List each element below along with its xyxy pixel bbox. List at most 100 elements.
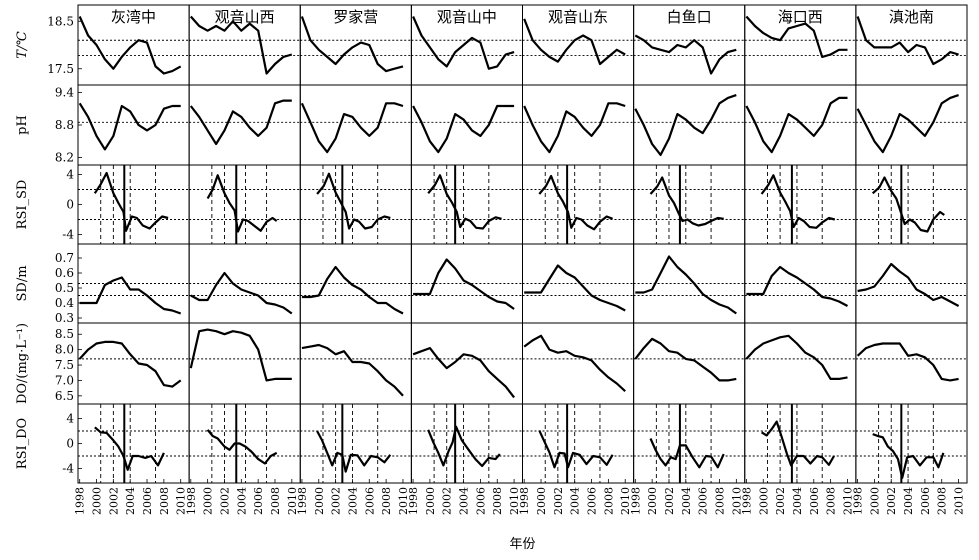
y-tick-label: -4 xyxy=(62,228,74,242)
x-tick-label: 2010 xyxy=(175,487,188,515)
x-tick-label: 2000 xyxy=(424,487,437,515)
x-tick-label: 2004 xyxy=(791,487,804,515)
panel-frame xyxy=(522,84,635,166)
panel-frame xyxy=(855,164,968,245)
x-tick-label: 2004 xyxy=(680,487,693,515)
station-title: 滇池南 xyxy=(889,8,934,26)
series-line-do xyxy=(634,337,737,382)
x-tick-label: 2006 xyxy=(141,487,154,515)
x-tick-label: 2002 xyxy=(774,487,787,515)
x-tick-label: 2008 xyxy=(936,487,949,515)
x-tick-label: 2006 xyxy=(586,487,599,515)
y-tick-label: 8.2 xyxy=(55,151,74,165)
x-tick-label: 2010 xyxy=(619,487,632,515)
x-tick-label: 2006 xyxy=(252,487,265,515)
panel-frame xyxy=(744,403,857,484)
panel-frame xyxy=(77,84,190,166)
y-tick-label: 8.8 xyxy=(55,118,74,132)
x-tick-label: 2010 xyxy=(397,487,410,515)
series-line-rsi_do xyxy=(316,430,392,473)
series-line-do xyxy=(78,340,182,388)
x-tick-label: 1998 xyxy=(74,487,87,515)
x-tick-label: 2002 xyxy=(330,487,343,515)
y-tick-label: 0.3 xyxy=(55,311,74,325)
x-tick-label: 2000 xyxy=(868,487,881,515)
station-title: 观音山西 xyxy=(215,8,275,26)
x-tick-label: 2010 xyxy=(508,487,521,515)
chart-text: T/℃18.517.5pH9.48.88.2RSI_SD40-4SD/m0.70… xyxy=(15,8,966,552)
y-axis-label-t: T/℃ xyxy=(15,31,30,59)
panel-frame xyxy=(522,403,635,484)
y-tick-label: 7.0 xyxy=(55,373,74,387)
panel-frame xyxy=(410,322,523,405)
x-tick-label: 2004 xyxy=(902,487,915,515)
x-tick-label: 2008 xyxy=(158,487,171,515)
series-line-do xyxy=(412,347,515,399)
panel-frame xyxy=(188,164,301,245)
y-tick-label: 18.5 xyxy=(47,14,74,28)
series-line-rsi_sd xyxy=(760,174,836,229)
series-line-rsi_do xyxy=(649,438,725,469)
panel-frame xyxy=(633,322,746,405)
series-line-do xyxy=(523,334,626,393)
panel-frame xyxy=(299,322,412,405)
panel-frame xyxy=(299,84,412,166)
x-tick-label: 2002 xyxy=(441,487,454,515)
y-axis-label-do: DO/(mg·L⁻¹) xyxy=(15,323,30,404)
series-line-rsi_sd xyxy=(871,176,945,233)
x-tick-label: 2008 xyxy=(380,487,393,515)
series-line-ph xyxy=(78,102,181,151)
y-axis-label-ph: pH xyxy=(15,115,30,135)
y-tick-label: 4 xyxy=(66,168,74,182)
station-title: 观音山东 xyxy=(548,8,608,26)
series-line-rsi_do xyxy=(206,429,278,465)
x-tick-label: 2006 xyxy=(697,487,710,515)
x-tick-label: 1998 xyxy=(629,487,642,515)
x-tick-label: 2010 xyxy=(730,487,743,515)
series-line-rsi_do xyxy=(872,433,945,479)
x-tick-label: 2002 xyxy=(552,487,565,515)
x-tick-label: 2010 xyxy=(841,487,854,515)
y-axis-label-sd: SD/m xyxy=(15,265,30,301)
series-line-sd xyxy=(857,262,960,307)
station-title: 观音山中 xyxy=(437,8,497,26)
series-line-rsi_sd xyxy=(649,176,724,227)
x-tick-label: 1998 xyxy=(740,487,753,515)
series-line-rsi_sd xyxy=(206,174,278,233)
series-line-ph xyxy=(412,104,515,154)
series-line-do xyxy=(745,334,848,380)
x-tick-label: 2004 xyxy=(124,487,137,515)
y-tick-label: -4 xyxy=(62,462,74,476)
series-line-rsi_sd xyxy=(93,171,169,232)
x-tick-label: 2006 xyxy=(808,487,821,515)
series-line-ph xyxy=(523,102,626,154)
panel-frame xyxy=(522,164,635,245)
panel-frame xyxy=(188,84,301,166)
y-tick-label: 0.4 xyxy=(55,296,74,310)
x-tick-label: 2004 xyxy=(569,487,582,515)
series-line-t xyxy=(523,18,626,66)
x-tick-label: 2000 xyxy=(757,487,770,515)
series-line-t xyxy=(745,15,848,59)
x-tick-label: 2010 xyxy=(953,487,966,515)
y-tick-label: 17.5 xyxy=(47,62,74,76)
y-tick-label: 0.6 xyxy=(55,266,74,280)
x-tick-label: 2008 xyxy=(491,487,504,515)
x-tick-label: 2004 xyxy=(235,487,248,515)
x-tick-label: 1998 xyxy=(407,487,420,515)
panel-frame xyxy=(410,164,523,245)
series-line-t xyxy=(634,34,737,75)
series-line-t xyxy=(300,16,404,73)
series-line-rsi_sd xyxy=(427,174,502,230)
series-line-sd xyxy=(190,271,293,315)
y-tick-label: 6.5 xyxy=(55,389,74,403)
x-tick-label: 2006 xyxy=(474,487,487,515)
series-lines xyxy=(78,15,960,479)
series-line-t xyxy=(412,16,515,70)
x-tick-label: 1998 xyxy=(296,487,309,515)
y-tick-label: 0.7 xyxy=(55,251,74,265)
x-tick-label: 2008 xyxy=(269,487,282,515)
panel-frame xyxy=(522,322,635,405)
